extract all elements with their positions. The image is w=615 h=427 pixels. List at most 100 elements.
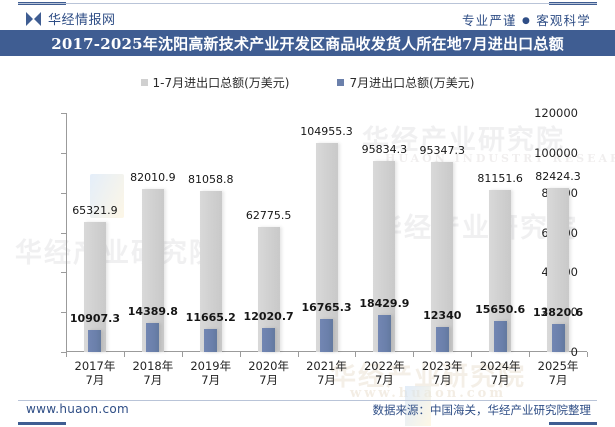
legend-swatch-icon bbox=[337, 79, 345, 86]
x-axis-category-line: 7月 bbox=[143, 373, 163, 387]
bar-series-2[interactable] bbox=[551, 324, 565, 352]
x-axis-category-line: 7月 bbox=[548, 373, 568, 387]
data-label-series-1: 82424.3 bbox=[535, 169, 581, 183]
x-axis-category-label: 2022年 7月 bbox=[364, 359, 405, 387]
bar-series-2[interactable] bbox=[262, 328, 276, 352]
legend-item-0[interactable]: 1-7月进出口总额(万美元) bbox=[140, 74, 290, 91]
legend-item-1[interactable]: 7月进出口总额(万美元) bbox=[337, 74, 474, 91]
data-label-series-2: 18429.9 bbox=[359, 297, 410, 311]
bar-series-2[interactable] bbox=[146, 323, 160, 352]
x-axis-category-line: 2021年 bbox=[306, 359, 347, 373]
y-axis-tick bbox=[61, 113, 66, 114]
data-label-series-2: 10907.3 bbox=[69, 312, 120, 326]
x-axis-category-label: 2019年 7月 bbox=[190, 359, 231, 387]
y-axis-tick bbox=[61, 312, 66, 314]
bar-series-1[interactable] bbox=[257, 226, 280, 352]
x-axis-category-line: 7月 bbox=[374, 373, 394, 387]
chart-card: 华经产业研究院 HUAON INDUSTRY RESEARCH 华经产业研究院 … bbox=[0, 56, 615, 426]
y-axis-tick bbox=[61, 232, 66, 234]
data-label-series-1: 81151.6 bbox=[477, 172, 523, 186]
bar-series-1[interactable] bbox=[547, 187, 570, 352]
bottom-accent-rule-left bbox=[18, 422, 66, 425]
data-label-series-1: 62775.5 bbox=[245, 208, 292, 222]
legend-label: 7月进出口总额(万美元) bbox=[349, 76, 475, 90]
header-divider bbox=[18, 3, 597, 4]
x-axis-category-label: 2018年 7月 bbox=[132, 359, 173, 387]
tagline-left: 专业严谨 bbox=[461, 13, 517, 28]
y-axis-tick bbox=[61, 192, 66, 194]
x-axis-category-line: 7月 bbox=[490, 373, 510, 387]
x-axis-category-line: 2018年 bbox=[132, 359, 174, 373]
bar-series-1[interactable] bbox=[489, 190, 512, 352]
bar-series-1[interactable] bbox=[315, 142, 338, 352]
page-header: 华经情报网 专业严谨 ● 客观科学 bbox=[0, 5, 615, 29]
y-axis-tick-label: 100000 bbox=[534, 145, 578, 160]
bar-series-2[interactable] bbox=[377, 315, 391, 352]
y-axis-tick-label: 120000 bbox=[534, 106, 578, 120]
bowtie-logo-icon bbox=[26, 11, 41, 26]
x-axis-category-line: 2022年 bbox=[363, 359, 405, 373]
data-label-series-2: 14389.8 bbox=[127, 305, 178, 319]
brand: 华经情报网 bbox=[26, 9, 116, 28]
x-axis-category-line: 2017年 bbox=[74, 359, 116, 373]
header-tagline: 专业严谨 ● 客观科学 bbox=[462, 10, 591, 29]
footer-site-url[interactable]: www.huaon.com bbox=[26, 402, 130, 416]
bar-series-1[interactable] bbox=[373, 161, 396, 352]
bar-series-2[interactable] bbox=[435, 327, 449, 352]
x-axis-category-line: 7月 bbox=[432, 373, 452, 387]
plot-area: 02000040000600008000010000012000065321.9… bbox=[61, 106, 588, 387]
x-axis-tick bbox=[123, 352, 125, 357]
bar-series-2[interactable] bbox=[493, 320, 507, 352]
x-axis-category-label: 2017年 7月 bbox=[75, 359, 116, 387]
y-axis-tick bbox=[61, 272, 66, 274]
x-axis-category-label: 2021年 7月 bbox=[306, 359, 347, 387]
data-label-series-2: 11665.2 bbox=[185, 310, 236, 324]
data-label-series-2: 12340 bbox=[423, 309, 462, 323]
x-axis-category-label: 2024年 7月 bbox=[480, 359, 521, 387]
data-label-series-1: 65321.9 bbox=[72, 203, 118, 217]
data-label-series-1: 82010.9 bbox=[130, 170, 176, 184]
brand-name: 华经情报网 bbox=[48, 13, 116, 28]
x-axis-tick bbox=[529, 352, 531, 357]
x-axis-category-line: 7月 bbox=[85, 373, 105, 387]
x-axis-category-line: 2025年 bbox=[537, 359, 579, 373]
y-axis-line bbox=[66, 113, 67, 352]
x-axis-tick bbox=[297, 352, 299, 357]
chart-legend: 1-7月进出口总额(万美元) 7月进出口总额(万美元) bbox=[0, 74, 615, 91]
y-axis-tick-label: 0 bbox=[570, 345, 578, 359]
bar-series-1[interactable] bbox=[83, 221, 106, 352]
footer-source: 数据来源：中国海关，华经产业研究院整理 bbox=[372, 403, 592, 417]
footer-divider bbox=[18, 400, 597, 401]
x-axis-category-line: 2023年 bbox=[421, 359, 463, 373]
x-axis-category-label: 2023年 7月 bbox=[422, 359, 463, 387]
data-label-series-2: 16765.3 bbox=[301, 300, 352, 314]
x-axis-category-label: 2020年 7月 bbox=[248, 359, 289, 387]
x-axis-category-line: 7月 bbox=[201, 373, 221, 387]
data-label-series-1: 95347.3 bbox=[419, 144, 466, 158]
data-label-series-2: 13820.6 bbox=[532, 306, 584, 320]
page-title: 2017-2025年沈阳高新技术产业开发区商品收发货人所在地7月进出口总额 bbox=[51, 34, 564, 53]
bar-series-1[interactable] bbox=[199, 190, 222, 352]
tagline-right: 客观科学 bbox=[536, 13, 591, 28]
data-label-series-1: 81058.8 bbox=[187, 172, 234, 186]
x-axis-tick bbox=[471, 352, 473, 357]
legend-label: 1-7月进出口总额(万美元) bbox=[152, 76, 290, 90]
x-axis-tick bbox=[239, 352, 241, 357]
x-axis-category-line: 7月 bbox=[317, 373, 336, 387]
bar-series-2[interactable] bbox=[320, 318, 333, 352]
bar-series-1[interactable] bbox=[431, 162, 454, 352]
tagline-dot-icon: ● bbox=[521, 16, 531, 26]
x-axis-category-line: 2019年 bbox=[190, 359, 232, 373]
bar-series-2[interactable] bbox=[88, 330, 102, 352]
x-axis-tick bbox=[66, 352, 67, 357]
bar-series-2[interactable] bbox=[204, 328, 218, 352]
watermark-site-bottom: www.huaon.com bbox=[350, 386, 507, 401]
page-footer: www.huaon.com 数据来源：中国海关，华经产业研究院整理 bbox=[0, 401, 615, 421]
x-axis-tick bbox=[181, 352, 183, 357]
x-axis-tick bbox=[413, 352, 415, 357]
y-axis-tick bbox=[61, 352, 66, 353]
bar-series-1[interactable] bbox=[141, 188, 164, 352]
title-bar: 2017-2025年沈阳高新技术产业开发区商品收发货人所在地7月进出口总额 bbox=[0, 30, 615, 56]
legend-swatch-icon bbox=[140, 79, 148, 86]
